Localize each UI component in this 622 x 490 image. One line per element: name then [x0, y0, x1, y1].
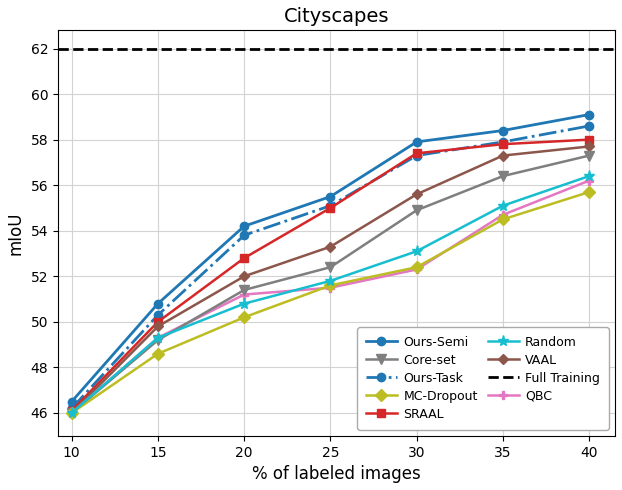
- Ours-Semi: [327, 194, 334, 199]
- Ours-Semi: [413, 139, 420, 145]
- MC-Dropout: [327, 282, 334, 288]
- VAAL: [154, 323, 162, 329]
- Ours-Semi: [585, 112, 593, 118]
- MC-Dropout: [413, 264, 420, 270]
- VAAL: [68, 410, 75, 416]
- Random: [585, 173, 593, 179]
- Random: [241, 301, 248, 307]
- Ours-Task: [241, 232, 248, 238]
- Ours-Task: [499, 139, 507, 145]
- Ours-Task: [154, 312, 162, 318]
- VAAL: [499, 152, 507, 158]
- MC-Dropout: [68, 410, 75, 416]
- VAAL: [413, 192, 420, 197]
- SRAAL: [499, 141, 507, 147]
- MC-Dropout: [585, 189, 593, 195]
- QBC: [68, 410, 75, 416]
- Line: Ours-Semi: Ours-Semi: [67, 110, 593, 406]
- Random: [68, 410, 75, 416]
- QBC: [327, 285, 334, 291]
- VAAL: [585, 144, 593, 149]
- QBC: [413, 267, 420, 272]
- VAAL: [327, 244, 334, 249]
- SRAAL: [241, 255, 248, 261]
- Core-set: [499, 173, 507, 179]
- Ours-Semi: [154, 301, 162, 307]
- Line: Core-set: Core-set: [67, 151, 594, 418]
- Core-set: [241, 287, 248, 293]
- Core-set: [68, 410, 75, 416]
- Ours-Semi: [68, 399, 75, 405]
- SRAAL: [327, 205, 334, 211]
- QBC: [154, 335, 162, 341]
- Ours-Task: [68, 406, 75, 412]
- Ours-Semi: [499, 127, 507, 133]
- Core-set: [154, 337, 162, 343]
- Random: [154, 335, 162, 341]
- SRAAL: [68, 408, 75, 414]
- Ours-Task: [327, 203, 334, 209]
- Random: [499, 203, 507, 209]
- Line: VAAL: VAAL: [68, 143, 593, 416]
- MC-Dropout: [499, 217, 507, 222]
- Y-axis label: mIoU: mIoU: [7, 211, 25, 255]
- SRAAL: [154, 319, 162, 325]
- Ours-Semi: [241, 223, 248, 229]
- Core-set: [585, 152, 593, 158]
- QBC: [499, 212, 507, 218]
- Title: Cityscapes: Cityscapes: [284, 7, 389, 26]
- SRAAL: [585, 137, 593, 143]
- VAAL: [241, 273, 248, 279]
- Random: [327, 278, 334, 284]
- MC-Dropout: [241, 315, 248, 320]
- SRAAL: [413, 150, 420, 156]
- Line: SRAAL: SRAAL: [67, 135, 593, 415]
- Line: QBC: QBC: [67, 176, 593, 417]
- X-axis label: % of labeled images: % of labeled images: [252, 465, 421, 483]
- QBC: [585, 178, 593, 184]
- Line: Random: Random: [66, 171, 595, 418]
- Ours-Task: [585, 123, 593, 129]
- MC-Dropout: [154, 351, 162, 357]
- Core-set: [413, 207, 420, 213]
- Legend: Ours-Semi, Core-set, Ours-Task, MC-Dropout, SRAAL, Random, VAAL, Full Training, : Ours-Semi, Core-set, Ours-Task, MC-Dropo…: [357, 327, 609, 430]
- Line: Ours-Task: Ours-Task: [67, 122, 593, 413]
- Core-set: [327, 264, 334, 270]
- Line: MC-Dropout: MC-Dropout: [67, 188, 593, 417]
- Ours-Task: [413, 152, 420, 158]
- QBC: [241, 292, 248, 297]
- Random: [413, 248, 420, 254]
